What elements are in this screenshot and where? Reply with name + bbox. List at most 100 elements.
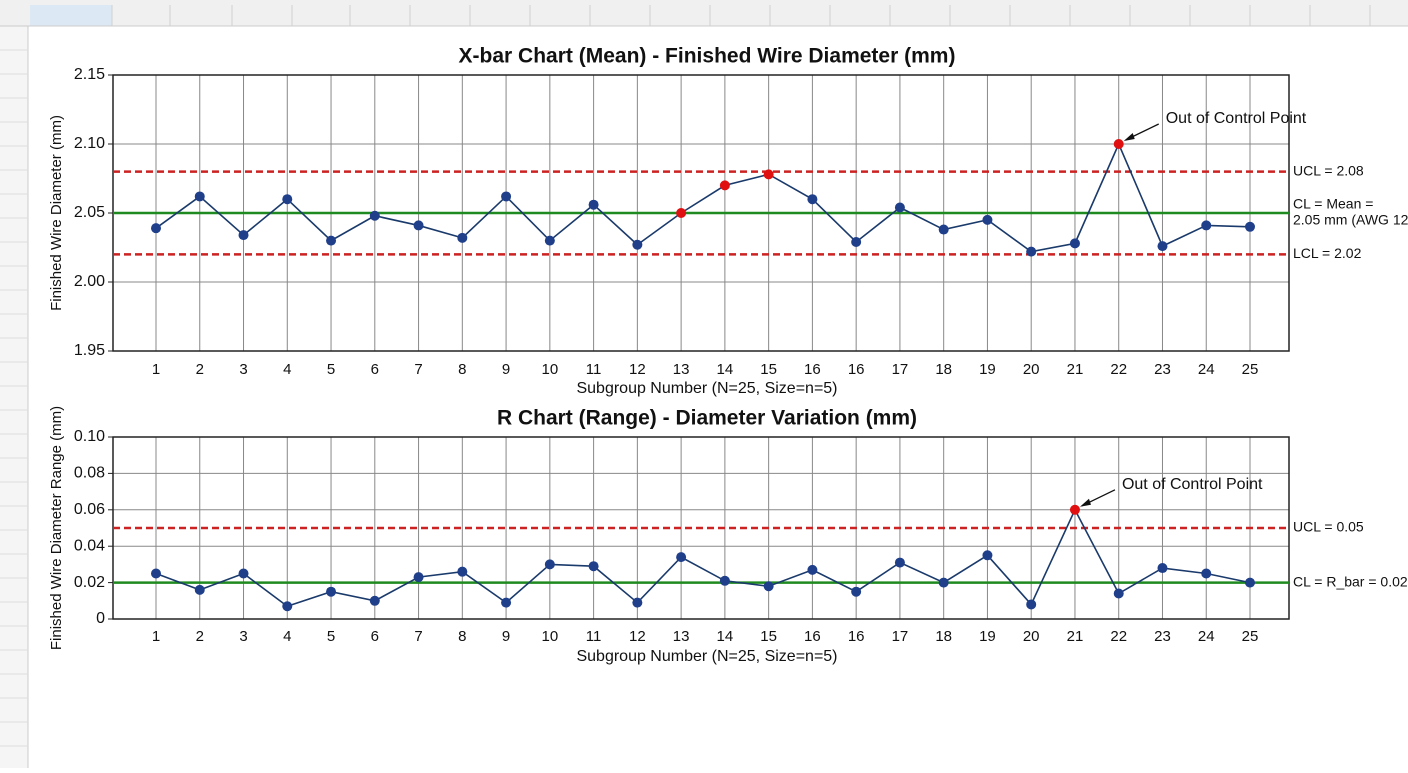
x-tick-label: 10 bbox=[541, 628, 558, 645]
data-point bbox=[938, 224, 949, 235]
data-point bbox=[851, 236, 862, 247]
data-point bbox=[501, 191, 512, 202]
data-point bbox=[282, 194, 293, 205]
x-tick-label: 2 bbox=[196, 628, 204, 645]
data-point bbox=[588, 199, 599, 210]
x-tick-label: 6 bbox=[371, 628, 379, 645]
data-point bbox=[1157, 241, 1168, 252]
y-tick-label: 0 bbox=[96, 610, 105, 627]
x-tick-label: 18 bbox=[935, 361, 952, 378]
y-tick-label: 0.08 bbox=[74, 465, 105, 482]
data-point bbox=[1113, 139, 1124, 149]
data-point bbox=[982, 550, 993, 561]
x-tick-label: 10 bbox=[541, 361, 558, 378]
row-header bbox=[0, 26, 28, 768]
x-tick-label: 2 bbox=[196, 361, 204, 378]
x-tick-label: 3 bbox=[239, 628, 247, 645]
x-tick-label: 16 bbox=[848, 628, 865, 645]
control-line-label: CL = R_bar = 0.02 bbox=[1293, 573, 1408, 589]
data-point bbox=[326, 586, 337, 597]
data-point bbox=[1026, 246, 1037, 257]
x-tick-label: 5 bbox=[327, 628, 335, 645]
data-point bbox=[982, 214, 993, 225]
data-point bbox=[676, 208, 687, 218]
annotation-arrowhead bbox=[1123, 133, 1135, 141]
data-point bbox=[194, 191, 205, 202]
data-point bbox=[238, 568, 249, 579]
control-line-label: UCL = 2.08 bbox=[1293, 162, 1364, 178]
y-tick-label: 0.10 bbox=[74, 428, 105, 445]
x-tick-label: 17 bbox=[892, 628, 909, 645]
x-tick-label: 21 bbox=[1067, 628, 1084, 645]
control-line-label: UCL = 0.05 bbox=[1293, 519, 1364, 535]
x-tick-label: 11 bbox=[586, 628, 602, 645]
y-tick-label: 2.10 bbox=[74, 135, 105, 152]
y-axis-label: Finished Wire Diameter Range (mm) bbox=[48, 406, 65, 650]
x-tick-label: 1 bbox=[152, 628, 160, 645]
x-tick-label: 16 bbox=[848, 361, 865, 378]
x-tick-label: 7 bbox=[414, 628, 422, 645]
data-point bbox=[369, 595, 380, 606]
x-tick-label: 7 bbox=[414, 361, 422, 378]
chart-title: X-bar Chart (Mean) - Finished Wire Diame… bbox=[459, 45, 956, 68]
chart-area bbox=[30, 30, 1408, 768]
x-tick-label: 25 bbox=[1242, 361, 1259, 378]
annotation: Out of Control Point bbox=[1122, 476, 1263, 493]
data-point bbox=[851, 586, 862, 597]
data-point bbox=[588, 561, 599, 572]
data-point bbox=[1069, 504, 1080, 515]
y-tick-label: 0.06 bbox=[74, 501, 105, 518]
x-tick-label: 22 bbox=[1110, 628, 1127, 645]
data-point bbox=[1201, 220, 1212, 231]
x-tick-label: 9 bbox=[502, 361, 510, 378]
x-tick-label: 12 bbox=[629, 628, 646, 645]
data-point bbox=[151, 223, 161, 234]
data-point bbox=[1157, 563, 1168, 574]
x-tick-label: 19 bbox=[979, 628, 996, 645]
x-tick-label: 4 bbox=[283, 628, 291, 645]
selected-column bbox=[30, 5, 112, 26]
data-point bbox=[413, 572, 424, 583]
control-line-label: CL = Mean = bbox=[1293, 196, 1373, 212]
data-point bbox=[457, 566, 468, 577]
x-tick-label: 20 bbox=[1023, 361, 1040, 378]
data-point bbox=[938, 577, 949, 588]
data-point bbox=[894, 202, 905, 213]
column-header bbox=[0, 0, 1408, 26]
x-tick-label: 19 bbox=[979, 361, 996, 378]
data-point bbox=[632, 239, 643, 250]
annotation: Out of Control Point bbox=[1166, 110, 1307, 127]
data-point bbox=[676, 552, 687, 563]
data-point bbox=[719, 180, 730, 191]
x-tick-label: 15 bbox=[760, 628, 777, 645]
x-tick-label: 25 bbox=[1242, 628, 1259, 645]
data-point bbox=[632, 597, 643, 608]
data-point bbox=[369, 210, 380, 221]
sheet-gridlines bbox=[0, 5, 1371, 747]
y-tick-label: 0.02 bbox=[74, 574, 105, 591]
x-tick-label: 5 bbox=[327, 361, 335, 378]
data-point bbox=[413, 220, 424, 231]
x-tick-label: 14 bbox=[717, 361, 734, 378]
x-tick-label: 4 bbox=[283, 361, 291, 378]
data-point bbox=[194, 584, 205, 595]
x-tick-label: 24 bbox=[1198, 361, 1215, 378]
control-line-label: LCL = 2.02 bbox=[1293, 245, 1362, 261]
data-point bbox=[326, 235, 337, 246]
data-point bbox=[1245, 221, 1255, 232]
data-point bbox=[894, 557, 905, 568]
y-tick-label: 2.15 bbox=[74, 66, 105, 83]
data-point bbox=[1201, 568, 1212, 579]
x-tick-label: 23 bbox=[1154, 361, 1171, 378]
control-line-label: 2.05 mm (AWG 12) bbox=[1293, 212, 1408, 228]
x-tick-label: 1 bbox=[152, 361, 160, 378]
y-tick-label: 0.04 bbox=[74, 537, 105, 554]
data-point bbox=[544, 559, 555, 570]
data-point bbox=[807, 194, 818, 205]
x-axis-label: Subgroup Number (N=25, Size=n=5) bbox=[576, 380, 837, 397]
x-tick-label: 17 bbox=[892, 361, 909, 378]
x-tick-label: 11 bbox=[586, 361, 602, 378]
data-point bbox=[544, 235, 555, 246]
y-tick-label: 1.95 bbox=[74, 342, 105, 359]
